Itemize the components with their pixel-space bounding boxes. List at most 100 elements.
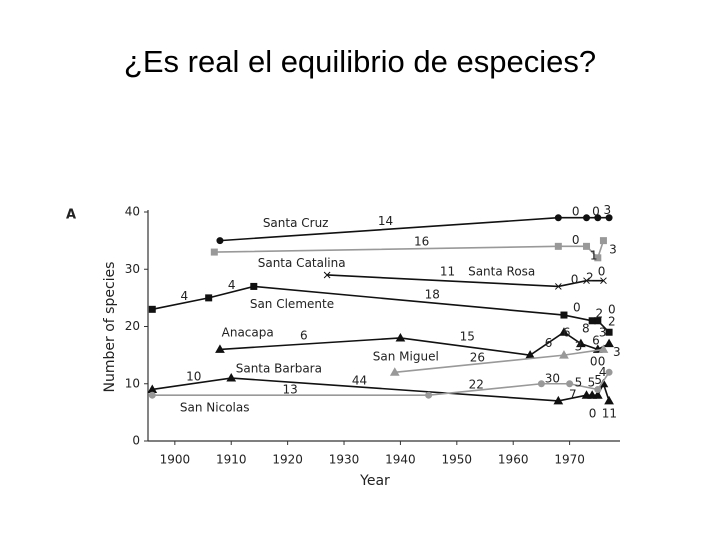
annotation: 3 [603, 203, 611, 217]
annotation: 0 [589, 407, 597, 421]
annotation: 14 [378, 214, 393, 228]
annotation: 1 [590, 249, 598, 263]
marker [605, 214, 613, 222]
x-tick-label: 1940 [385, 453, 416, 467]
marker [559, 327, 569, 336]
y-tick-label: 30 [125, 262, 140, 276]
marker [588, 317, 596, 325]
annotation: 11 [440, 265, 455, 279]
marker [592, 390, 603, 399]
annotation: 5 [594, 373, 602, 387]
marker [205, 294, 213, 302]
annotation: 13 [283, 383, 298, 397]
annotation: Santa Cruz [263, 216, 329, 230]
annotation: San Clemente [250, 297, 334, 311]
x-tick-label: 1960 [498, 453, 529, 467]
marker [250, 282, 258, 290]
marker [226, 373, 237, 382]
marker [425, 391, 433, 399]
marker [554, 283, 562, 290]
marker [599, 237, 607, 245]
annotation: 0 [572, 233, 580, 247]
annotation: San Miguel [373, 349, 439, 363]
marker [553, 395, 564, 405]
annotation: 26 [470, 350, 485, 364]
annotation: 2 [608, 314, 616, 328]
annotation: 5 [575, 376, 583, 390]
x-tick-label: 1920 [272, 453, 303, 467]
marker [210, 248, 218, 256]
y-tick-label: 20 [125, 319, 140, 333]
annotation: 0 [592, 205, 600, 219]
annotation: 11 [602, 407, 617, 421]
annotation: 0 [598, 265, 606, 279]
annotation: 2 [586, 270, 594, 284]
marker [583, 277, 590, 285]
y-tick-label: 0 [132, 434, 140, 448]
annotation: 3 [613, 345, 621, 359]
marker [594, 254, 602, 262]
annotation: 0 [573, 301, 581, 315]
marker [605, 368, 613, 376]
marker [576, 338, 586, 348]
annotation: 3 [609, 242, 617, 256]
annotation: 6 [300, 329, 308, 343]
marker [323, 271, 331, 279]
marker [559, 350, 569, 359]
annotation: 44 [352, 373, 367, 387]
marker [148, 305, 156, 313]
marker [604, 395, 614, 405]
marker [594, 214, 602, 222]
x-tick-label: 1970 [554, 453, 585, 467]
annotation: 4 [599, 365, 607, 379]
slide-title: ¿Es real el equilibrio de especies? [123, 44, 597, 79]
marker [566, 380, 574, 388]
x-tick-label: 1950 [442, 453, 473, 467]
marker [560, 311, 568, 319]
marker [554, 214, 562, 222]
annotation: Santa Barbara [236, 361, 322, 375]
annotation: 8 [582, 321, 590, 335]
marker [587, 390, 598, 399]
marker [594, 385, 602, 393]
annotation: 4 [228, 278, 236, 292]
marker [594, 317, 602, 325]
marker [583, 214, 591, 222]
annotation: 2 [596, 306, 604, 320]
annotation: Anacapa [222, 325, 274, 339]
annotation: 22 [469, 377, 484, 391]
marker [598, 344, 609, 353]
marker [604, 338, 614, 348]
annotation: 0 [590, 354, 598, 368]
annotation: 10 [186, 369, 201, 383]
x-tick-label: 1900 [160, 453, 191, 467]
annotation: 3 [575, 340, 583, 354]
annotation: 0 [572, 205, 580, 219]
marker [605, 328, 613, 336]
annotation: 15 [460, 329, 475, 343]
marker [537, 380, 545, 388]
y-tick-label: 40 [125, 205, 140, 219]
annotation: 16 [414, 234, 429, 248]
marker [395, 332, 406, 342]
marker [148, 391, 156, 399]
annotation: Santa Rosa [468, 265, 535, 279]
series-line [327, 274, 604, 288]
annotation: 6 [563, 325, 571, 339]
x-axis-title: Year [359, 473, 390, 489]
annotation: 7 [569, 388, 577, 402]
marker [554, 242, 562, 250]
annotation: 0 [571, 273, 579, 287]
annotation: 0 [608, 302, 616, 316]
annotation: 4 [180, 289, 188, 303]
annotation: 18 [425, 288, 440, 302]
annotation: 6 [592, 333, 600, 347]
annotation: 5 [588, 376, 596, 390]
marker [581, 390, 592, 399]
annotation: 3 [599, 325, 607, 339]
x-tick-label: 1910 [216, 453, 247, 467]
annotation: 30 [545, 372, 560, 386]
marker [600, 277, 607, 285]
